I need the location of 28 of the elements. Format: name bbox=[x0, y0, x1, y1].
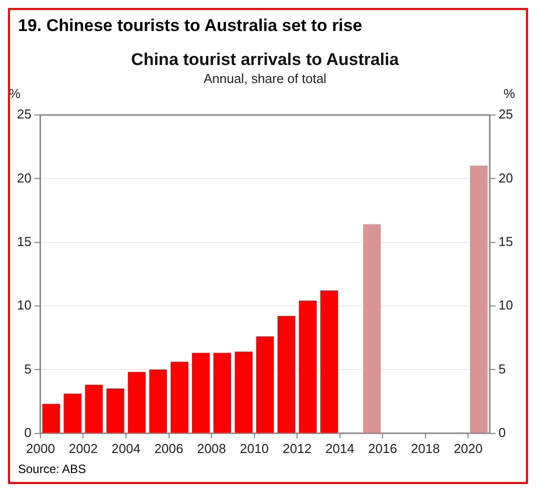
x-tick-label: 2020 bbox=[454, 440, 483, 456]
y2-tick-label: 5 bbox=[498, 361, 506, 376]
chart-subtitle: Annual, share of total bbox=[204, 70, 327, 86]
x-tick-label: 2008 bbox=[197, 440, 226, 456]
x-tick-label: 2000 bbox=[26, 440, 55, 456]
y2-axis-title: % bbox=[504, 86, 516, 102]
y-tick-label: 10 bbox=[16, 298, 32, 313]
x-tick-label: 2002 bbox=[68, 440, 98, 456]
y-tick-label: 20 bbox=[16, 170, 32, 186]
y2-tick-label: 15 bbox=[498, 234, 514, 249]
y-tick-label: 25 bbox=[16, 106, 32, 122]
text: 19. Chinese tourists to Australia set to rise bbox=[17, 15, 364, 37]
x-tick-label: 2004 bbox=[112, 440, 140, 456]
x-tick-label: 2016 bbox=[368, 440, 398, 456]
y2-tick-label: 20 bbox=[498, 170, 514, 186]
y2-tick-label: 10 bbox=[498, 298, 514, 313]
y2-tick-label: 25 bbox=[498, 106, 514, 122]
x-tick-label: 2006 bbox=[154, 440, 184, 456]
y-tick-label: 5 bbox=[24, 361, 32, 376]
y-tick-label: 15 bbox=[16, 234, 32, 249]
x-tick-label: 2018 bbox=[410, 440, 440, 456]
x-tick-label: 2010 bbox=[240, 440, 269, 456]
chart-title: China tourist arrivals to Australia bbox=[131, 50, 400, 69]
y2-tick-label: 0 bbox=[498, 424, 506, 440]
y-tick-label: 0 bbox=[24, 424, 32, 440]
x-tick-label: 2014 bbox=[325, 440, 354, 456]
x-tick-label: 2012 bbox=[282, 440, 312, 456]
source-note: Source: ABS bbox=[17, 461, 88, 478]
